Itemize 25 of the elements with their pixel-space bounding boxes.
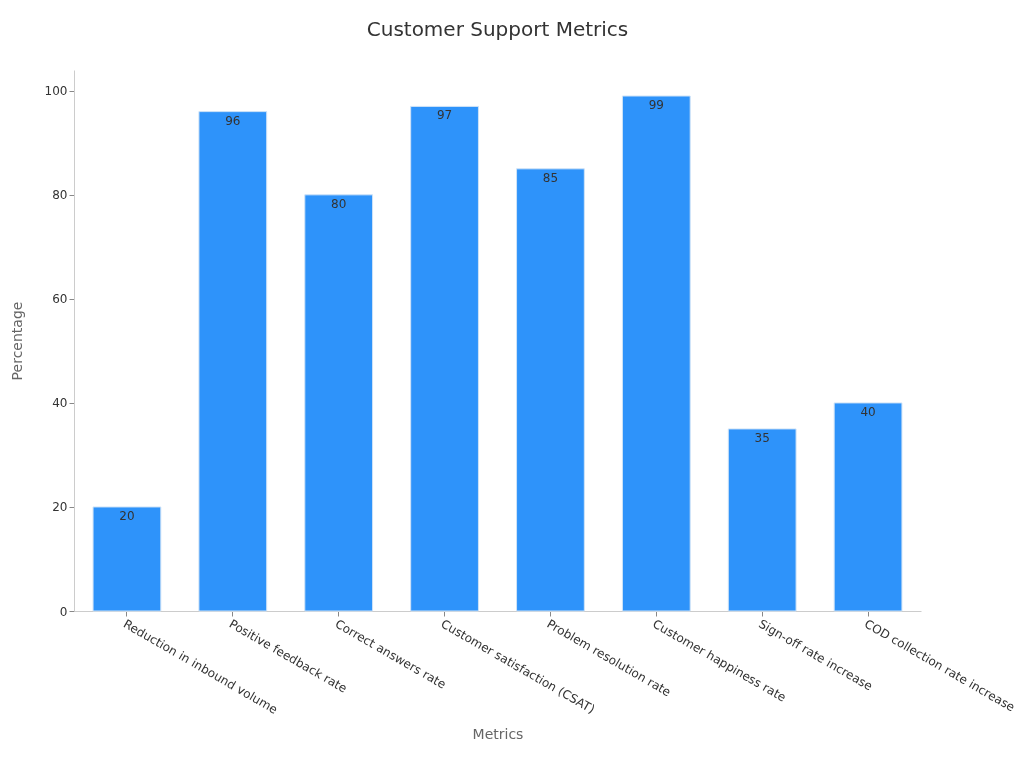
data-label: 96 xyxy=(225,113,241,128)
y-tick-label: 40 xyxy=(52,396,68,411)
bar xyxy=(516,168,585,612)
y-tick-label: 20 xyxy=(52,500,68,515)
y-axis-title: Percentage xyxy=(8,301,25,381)
x-axis-title: Metrics xyxy=(472,725,524,742)
y-tick-label: 80 xyxy=(52,188,68,203)
data-label: 85 xyxy=(542,170,559,185)
bar xyxy=(304,194,374,612)
data-label: 97 xyxy=(436,108,453,123)
data-label: 40 xyxy=(860,404,876,419)
data-label: 99 xyxy=(648,98,664,113)
data-label: 20 xyxy=(119,508,135,523)
bar xyxy=(621,95,691,612)
data-label: 80 xyxy=(331,196,347,211)
bar xyxy=(833,402,903,612)
y-tick-label: 0 xyxy=(59,604,68,619)
data-label: 35 xyxy=(754,430,770,445)
chart-title: Customer Support Metrics xyxy=(366,17,629,41)
bar xyxy=(92,506,162,612)
y-tick-label: 60 xyxy=(52,292,68,307)
bar xyxy=(727,428,797,612)
bar xyxy=(198,111,268,612)
bar xyxy=(410,105,479,612)
y-tick-label: 100 xyxy=(44,84,68,99)
